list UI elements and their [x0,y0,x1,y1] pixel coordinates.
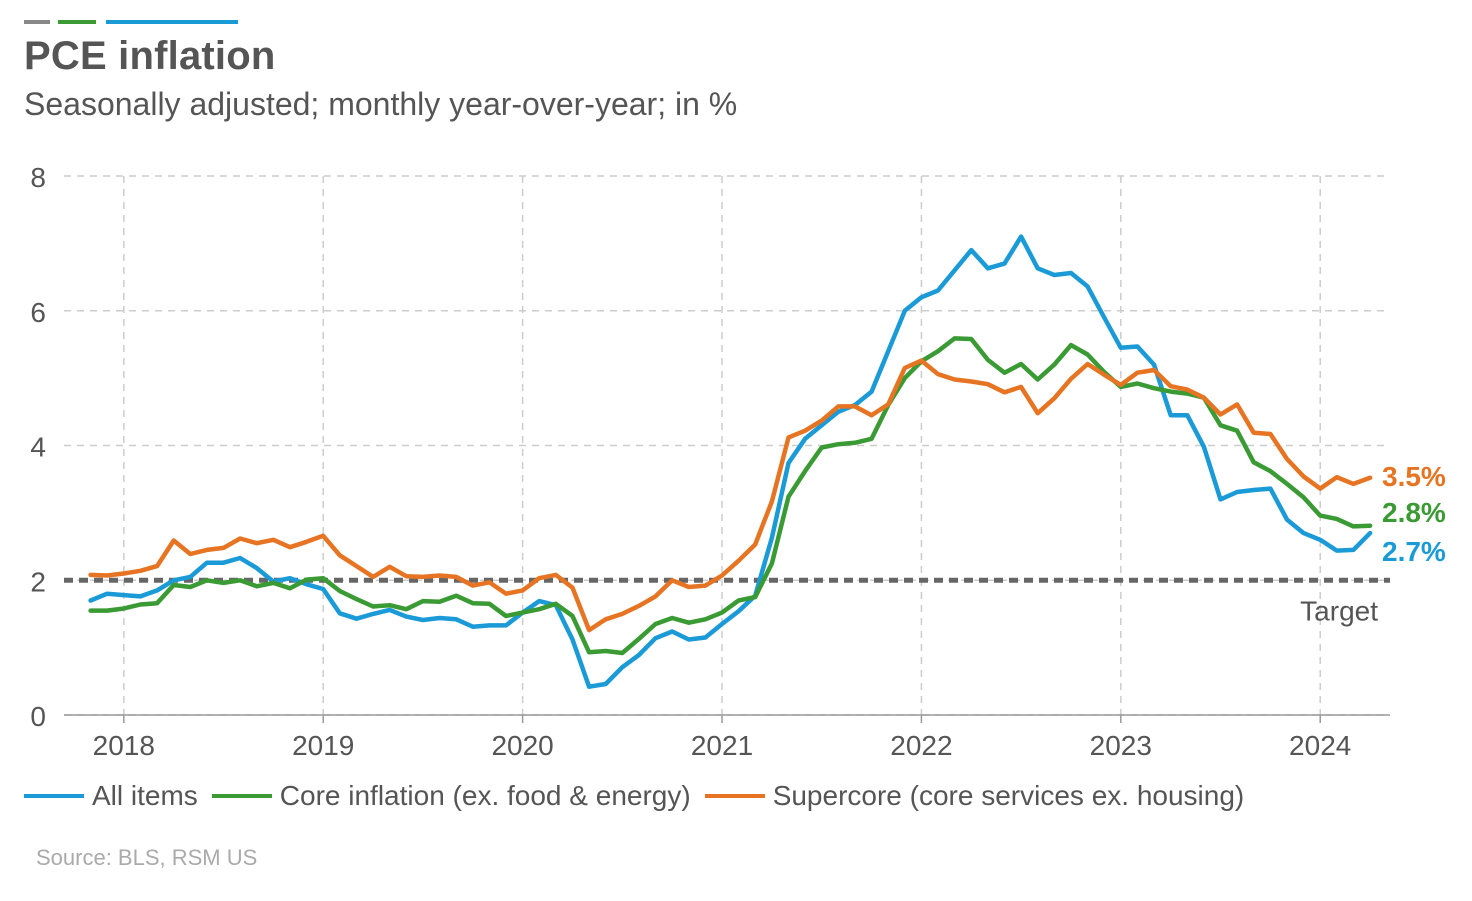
legend-swatch-all-items [24,794,84,798]
legend-item-all-items: All items [24,780,198,812]
legend-item-core: Core inflation (ex. food & energy) [211,780,691,812]
legend-label-all-items: All items [92,780,198,811]
legend: All items Core inflation (ex. food & ene… [24,780,1258,812]
x-tick-label-2021: 2021 [691,730,753,761]
end-label-all: 2.7% [1382,536,1446,567]
y-tick-label-2: 2 [30,566,46,597]
x-tick-label-2024: 2024 [1289,730,1351,761]
x-tick-label-2018: 2018 [93,730,155,761]
y-tick-label-0: 0 [30,701,46,732]
source-note: Source: BLS, RSM US [36,845,258,870]
target-label: Target [1300,595,1378,626]
legend-label-core: Core inflation (ex. food & energy) [279,780,691,811]
title-accent-gray [24,20,50,24]
y-tick-label-8: 8 [30,162,46,193]
legend-swatch-supercore [704,794,765,798]
x-tick-label-2020: 2020 [491,730,553,761]
title-accent-green [58,20,96,24]
chart-title: PCE inflation [24,34,276,78]
x-tick-label-2022: 2022 [890,730,952,761]
x-tick-label-2023: 2023 [1090,730,1152,761]
series-line-all [88,234,1373,689]
end-label-super: 3.5% [1382,461,1446,492]
legend-item-supercore: Supercore (core services ex. housing) [704,780,1245,812]
series-line-super [88,358,1373,633]
series-line-core [88,336,1373,656]
legend-swatch-core [211,794,272,798]
title-accent-blue [106,20,238,24]
y-tick-label-6: 6 [30,297,46,328]
y-tick-label-4: 4 [30,432,46,463]
end-label-core: 2.8% [1382,497,1446,528]
legend-label-supercore: Supercore (core services ex. housing) [772,780,1245,811]
chart-subtitle: Seasonally adjusted; monthly year-over-y… [24,86,738,122]
x-tick-label-2019: 2019 [292,730,354,761]
